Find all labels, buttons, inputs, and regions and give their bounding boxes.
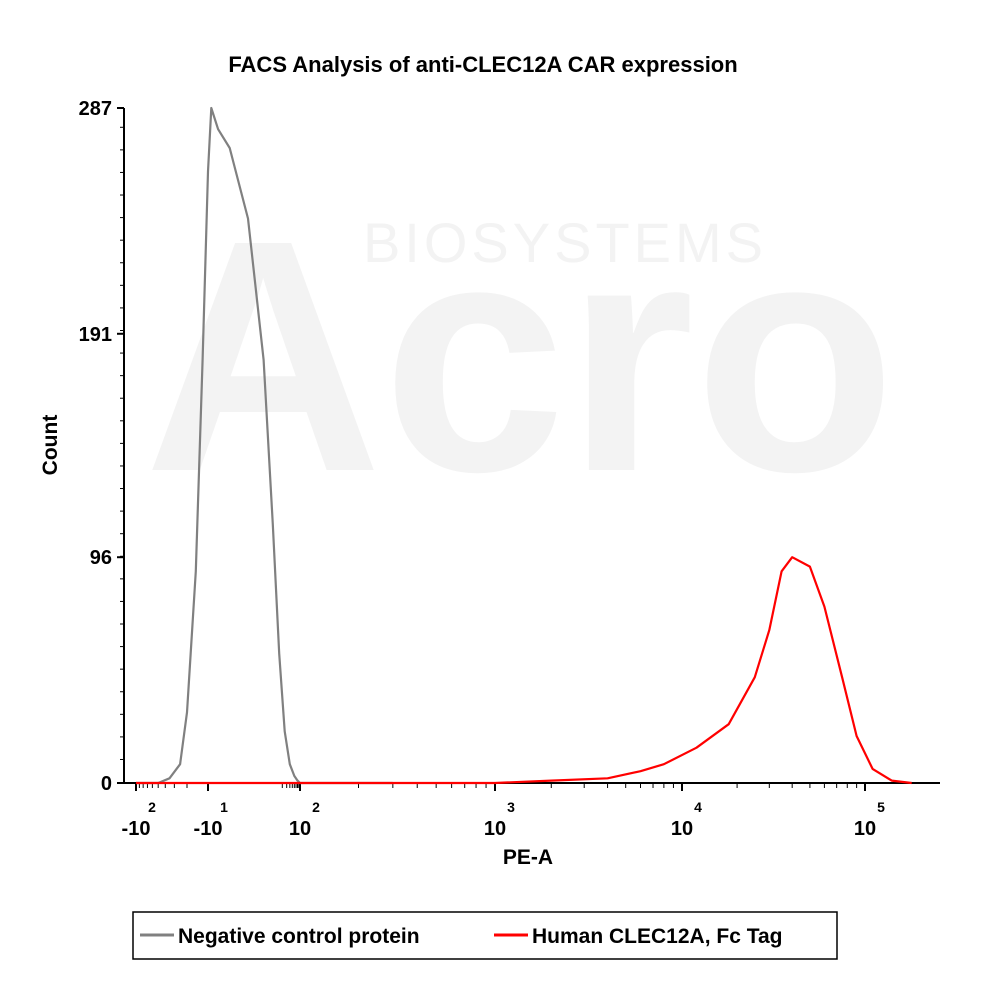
x-tick-label-exponent: 2 bbox=[312, 799, 320, 815]
x-tick-label-base: -10 bbox=[194, 818, 223, 840]
chart-title: FACS Analysis of anti-CLEC12A CAR expres… bbox=[228, 52, 737, 77]
y-ticks: 0 96 191 287 bbox=[79, 98, 124, 795]
x-tick-label-exponent: 4 bbox=[694, 799, 702, 815]
y-tick-label: 96 bbox=[90, 547, 112, 569]
x-tick-label-exponent: 5 bbox=[877, 799, 885, 815]
x-tick-label-exponent: 3 bbox=[507, 799, 515, 815]
x-tick-label-base: 10 bbox=[671, 818, 693, 840]
x-tick-label-exponent: 2 bbox=[148, 799, 156, 815]
y-tick-label: 191 bbox=[79, 324, 112, 346]
watermark-brand: Acro bbox=[144, 171, 896, 540]
legend-box bbox=[132, 911, 838, 960]
y-tick-label: 0 bbox=[101, 773, 112, 795]
series-line-human-clec12a bbox=[136, 556, 912, 785]
y-axis-label: Count bbox=[39, 415, 62, 476]
x-tick-label-exponent: 1 bbox=[220, 799, 228, 815]
y-tick-label: 287 bbox=[79, 98, 112, 120]
series-group bbox=[136, 106, 912, 785]
watermark-subtitle: BIOSYSTEMS bbox=[363, 211, 767, 274]
x-tick-label-base: 10 bbox=[289, 818, 311, 840]
x-axis-label: PE-A bbox=[503, 846, 553, 869]
legend-label-human-clec12a: Human CLEC12A, Fc Tag bbox=[532, 925, 782, 948]
x-tick-label-base: 10 bbox=[484, 818, 506, 840]
x-tick-label-base: 10 bbox=[854, 818, 876, 840]
legend-label-negative-control: Negative control protein bbox=[178, 925, 420, 948]
watermark-logo: BIOSYSTEMS Acro bbox=[144, 171, 896, 540]
x-tick-label-base: -10 bbox=[122, 818, 151, 840]
legend: Negative control protein Human CLEC12A, … bbox=[132, 911, 838, 960]
series-line-negative-control bbox=[136, 106, 393, 785]
